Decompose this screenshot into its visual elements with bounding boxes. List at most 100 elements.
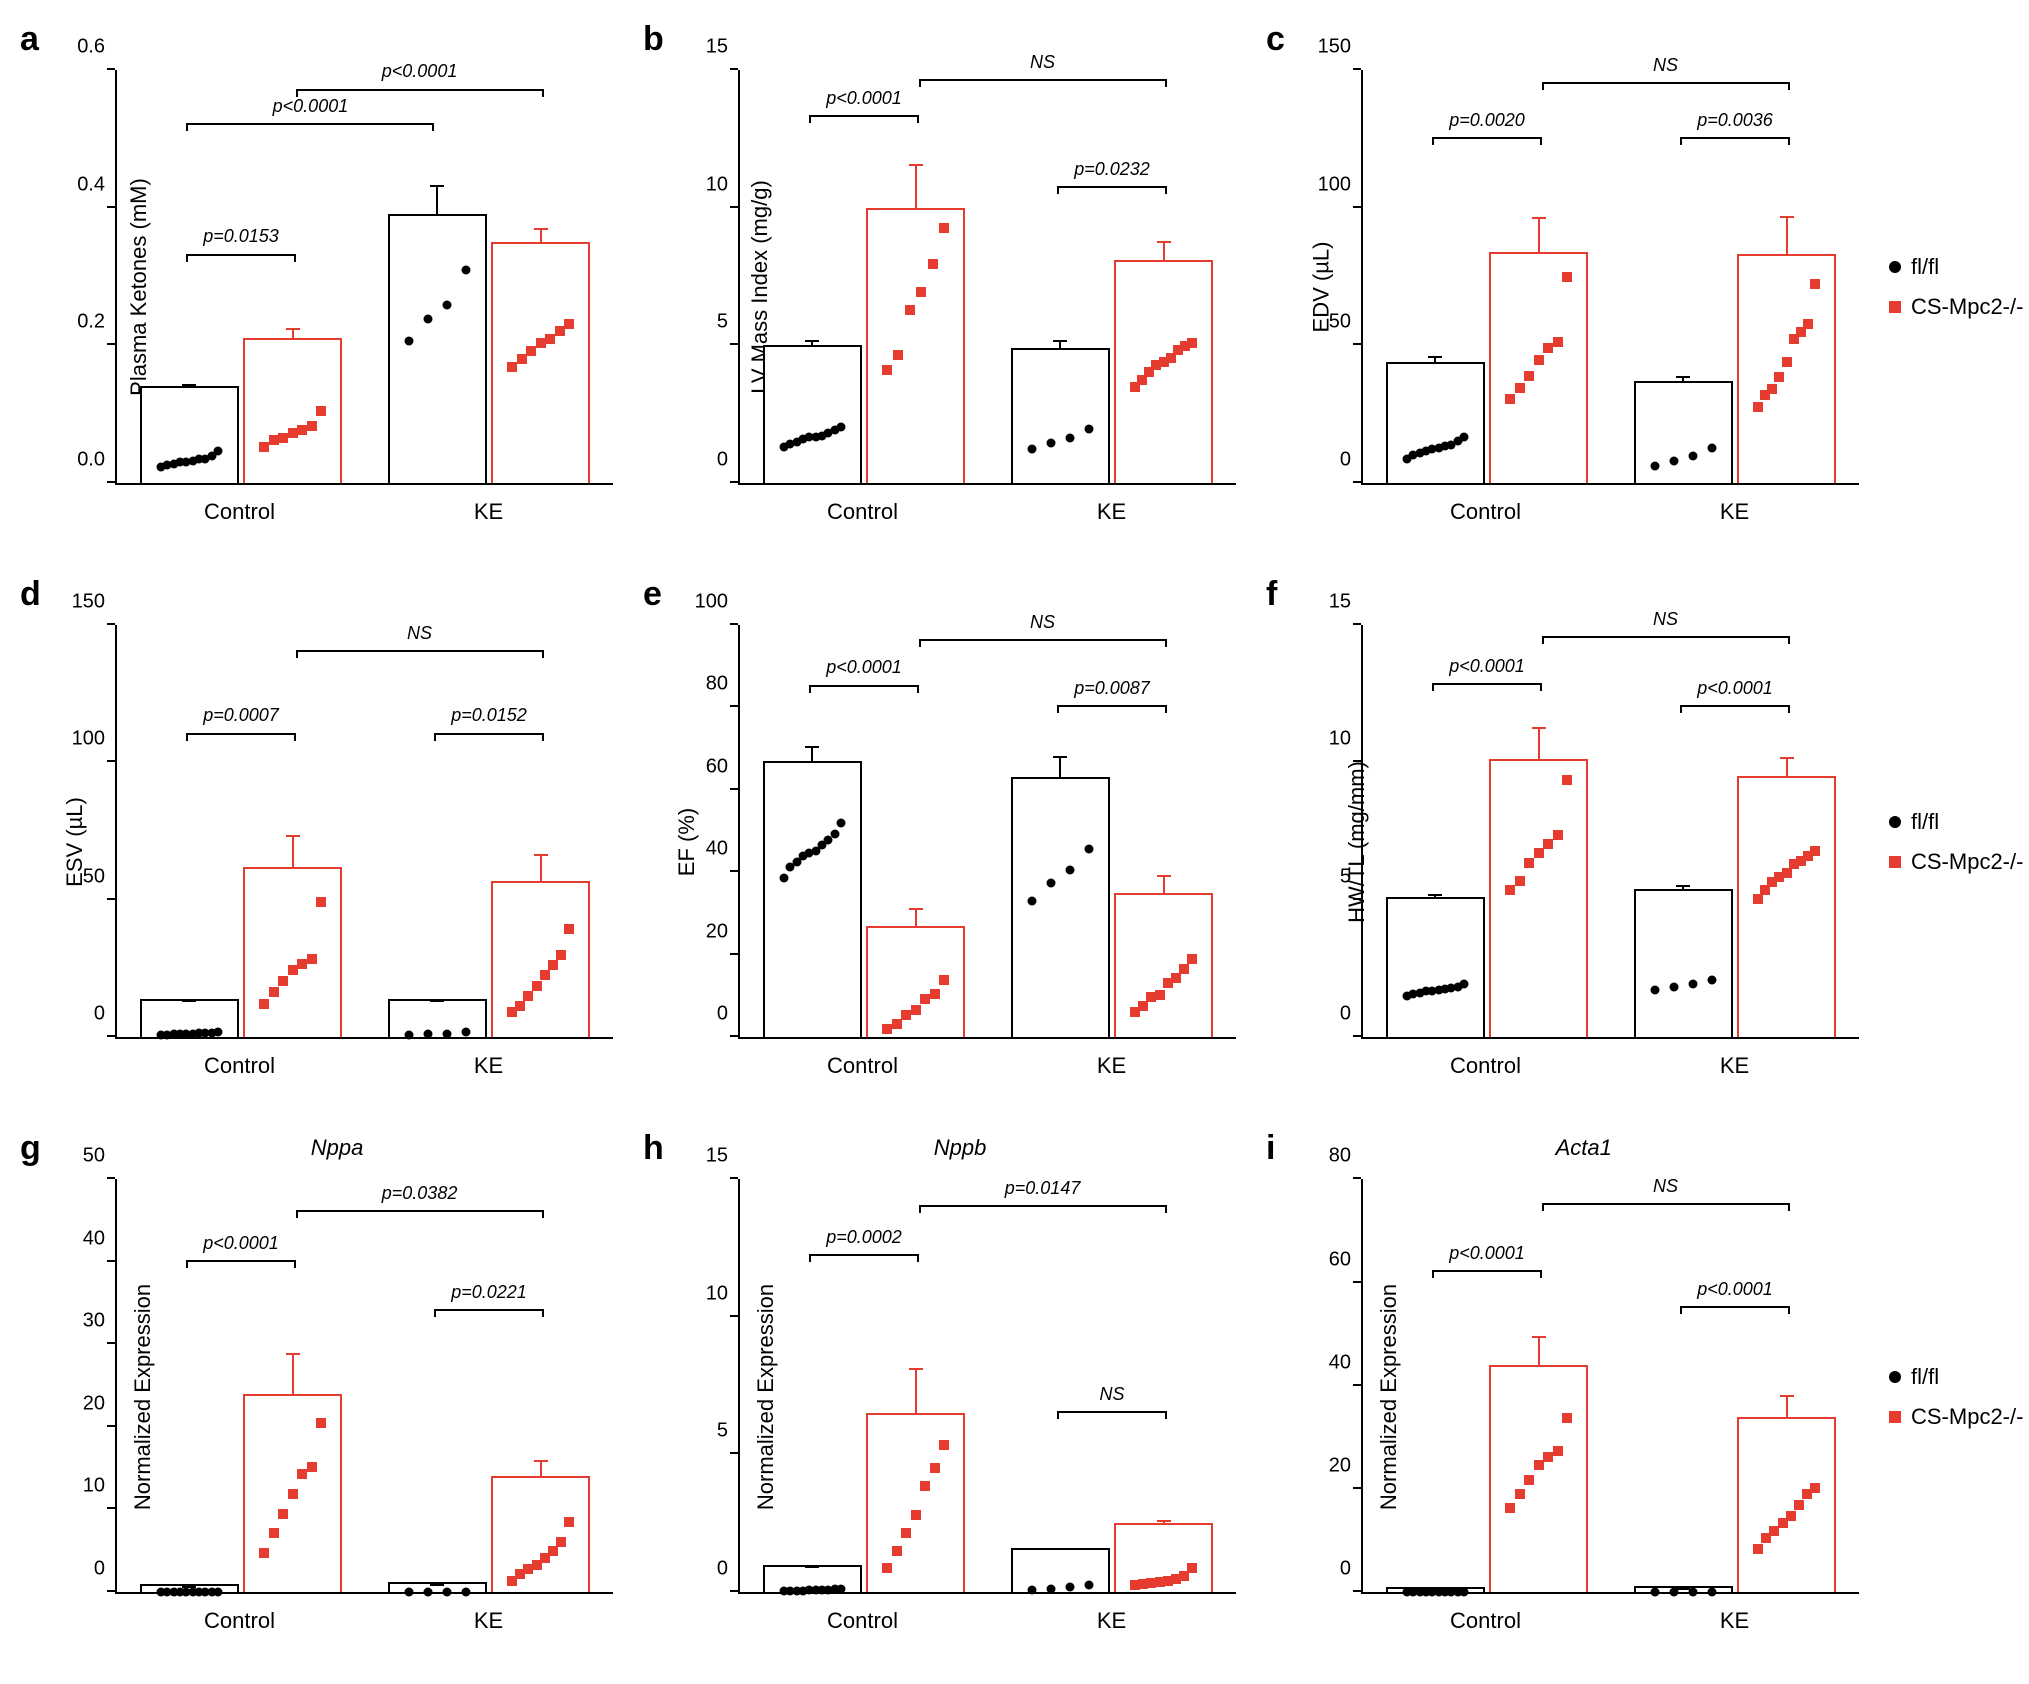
- y-tick-label: 10: [83, 1475, 105, 1498]
- bar-ko: [243, 867, 342, 1038]
- annotation-bracket: [919, 1205, 1167, 1207]
- data-point: [1810, 1483, 1820, 1493]
- data-point: [1650, 1587, 1659, 1596]
- bar-ko: [1114, 260, 1213, 483]
- data-point: [1505, 885, 1515, 895]
- data-point: [1562, 775, 1572, 785]
- plot-area: 051015p<0.0001p=0.0232NS: [738, 70, 1236, 485]
- data-point: [1753, 1544, 1763, 1554]
- y-tick-label: 10: [1329, 728, 1351, 751]
- annotation-text: NS: [1653, 55, 1678, 76]
- bar-flfl: [1011, 1548, 1110, 1592]
- annotation-text: p<0.0001: [826, 88, 902, 109]
- y-tick: [730, 1590, 738, 1592]
- y-tick: [730, 1035, 738, 1037]
- data-point: [307, 954, 317, 964]
- data-point: [307, 1462, 317, 1472]
- legend-label: fl/fl: [1911, 809, 1939, 835]
- y-tick-label: 0: [717, 1558, 728, 1581]
- error-bar: [540, 854, 542, 883]
- data-point: [423, 314, 432, 323]
- data-point: [269, 1528, 279, 1538]
- y-tick-label: 20: [706, 920, 728, 943]
- bar-ko: [243, 338, 342, 482]
- y-tick: [730, 68, 738, 70]
- y-tick-label: 100: [72, 728, 105, 751]
- y-tick: [1353, 760, 1361, 762]
- bar-flfl: [1634, 889, 1733, 1038]
- data-point: [536, 338, 546, 348]
- y-tick-label: 100: [1318, 173, 1351, 196]
- y-tick: [107, 1425, 115, 1427]
- error-bar: [1538, 727, 1540, 762]
- y-tick: [730, 870, 738, 872]
- bar-flfl: [1634, 1586, 1733, 1592]
- error-bar: [1434, 356, 1436, 363]
- data-point: [1650, 986, 1659, 995]
- x-group-label: KE: [1610, 499, 1859, 525]
- data-point: [1027, 896, 1036, 905]
- data-point: [442, 1587, 451, 1596]
- annotation-bracket: [1057, 1411, 1166, 1413]
- data-point: [1046, 878, 1055, 887]
- bars-container: [1363, 1179, 1859, 1592]
- legend-label: CS-Mpc2-/-: [1911, 1404, 2023, 1430]
- data-point: [548, 960, 558, 970]
- y-tick-label: 60: [706, 755, 728, 778]
- x-axis: ControlKE: [1361, 499, 1859, 525]
- data-point: [930, 989, 940, 999]
- panel-letter: h: [643, 1129, 664, 1168]
- y-tick-label: 20: [83, 1392, 105, 1415]
- annotation-text: p<0.0001: [826, 657, 902, 678]
- bars-container: [740, 70, 1236, 483]
- bar-ko: [1489, 252, 1588, 483]
- error-bar: [1163, 241, 1165, 262]
- y-tick-label: 15: [1329, 590, 1351, 613]
- bar-flfl: [140, 999, 239, 1038]
- error-bar: [915, 908, 917, 928]
- y-tick: [107, 1177, 115, 1179]
- data-point: [1046, 1584, 1055, 1593]
- bars-container: [117, 1179, 613, 1592]
- y-tick-label: 30: [83, 1310, 105, 1333]
- data-point: [556, 950, 566, 960]
- error-bar: [811, 746, 813, 762]
- data-point: [545, 334, 555, 344]
- data-point: [1782, 357, 1792, 367]
- panel-h: hNppbNormalized Expression051015p=0.0002…: [643, 1129, 1256, 1664]
- error-bar: [1059, 756, 1061, 779]
- y-tick-label: 0: [1340, 1558, 1351, 1581]
- data-point: [297, 959, 307, 969]
- bar-ko: [866, 1413, 965, 1592]
- data-point: [532, 981, 542, 991]
- data-point: [269, 987, 279, 997]
- y-tick: [1353, 1281, 1361, 1283]
- y-tick: [730, 343, 738, 345]
- annotation-text: p=0.0232: [1074, 159, 1150, 180]
- y-tick: [107, 1342, 115, 1344]
- y-tick-label: 150: [1318, 36, 1351, 59]
- legend-item-ko: CS-Mpc2-/-: [1889, 849, 2029, 875]
- annotation-bracket: [1432, 683, 1541, 685]
- data-point: [939, 223, 949, 233]
- data-point: [404, 1031, 413, 1040]
- y-tick: [1353, 1590, 1361, 1592]
- error-bar: [188, 1000, 190, 1001]
- legend-item-flfl: fl/fl: [1889, 809, 2029, 835]
- annotation-bracket: [1542, 1203, 1790, 1205]
- error-bar: [811, 1566, 813, 1567]
- bar-flfl: [763, 345, 862, 483]
- data-point: [1524, 1475, 1534, 1485]
- annotation-text: p=0.0147: [1005, 1178, 1081, 1199]
- error-bar: [292, 328, 294, 340]
- annotation-bracket: [1057, 186, 1166, 188]
- legend-label: CS-Mpc2-/-: [1911, 294, 2023, 320]
- data-point: [1543, 839, 1553, 849]
- error-bar: [1786, 1395, 1788, 1419]
- annotation-text: p<0.0001: [273, 96, 349, 117]
- y-axis-label: EF (%): [674, 808, 700, 876]
- x-group-label: KE: [364, 1053, 613, 1079]
- data-point: [1534, 355, 1544, 365]
- data-point: [882, 1563, 892, 1573]
- y-tick-label: 50: [83, 865, 105, 888]
